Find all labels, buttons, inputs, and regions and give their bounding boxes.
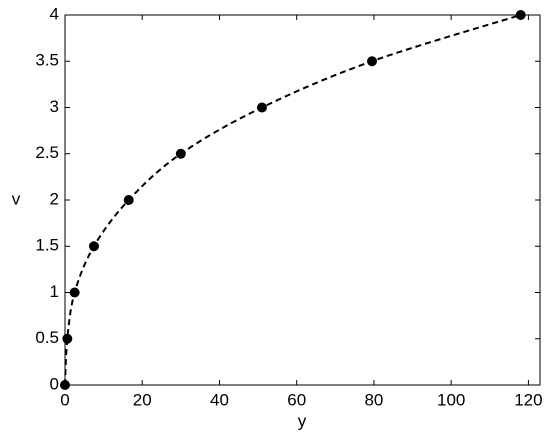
y-axis-label: v xyxy=(12,189,21,208)
y-tick-label: 0 xyxy=(50,374,59,393)
data-point xyxy=(88,241,99,252)
x-tick-label: 0 xyxy=(60,390,69,409)
y-tick-label: 4 xyxy=(50,4,59,23)
data-point xyxy=(256,102,267,113)
data-point xyxy=(60,380,70,390)
data-point xyxy=(62,333,73,344)
plot-frame xyxy=(64,14,541,386)
y-tick-label: 0.5 xyxy=(35,328,59,347)
data-point xyxy=(175,148,186,159)
x-tick-label: 80 xyxy=(364,390,383,409)
x-tick-label: 120 xyxy=(514,390,542,409)
y-tick-label: 3 xyxy=(50,97,59,116)
data-point xyxy=(367,56,378,67)
data-point xyxy=(69,287,80,298)
data-point xyxy=(515,10,526,20)
x-tick-label: 100 xyxy=(437,390,465,409)
data-point xyxy=(123,195,134,205)
y-tick-label: 2 xyxy=(50,189,59,208)
y-tick-label: 2.5 xyxy=(35,143,59,162)
x-tick-label: 40 xyxy=(210,390,229,409)
x-tick-label: 20 xyxy=(133,390,152,409)
y-tick-label: 1.5 xyxy=(35,236,59,255)
x-axis-label: y xyxy=(298,411,307,430)
y-tick-label: 1 xyxy=(50,282,59,301)
y-tick-label: 3.5 xyxy=(35,51,59,70)
x-tick-label: 60 xyxy=(287,390,306,409)
